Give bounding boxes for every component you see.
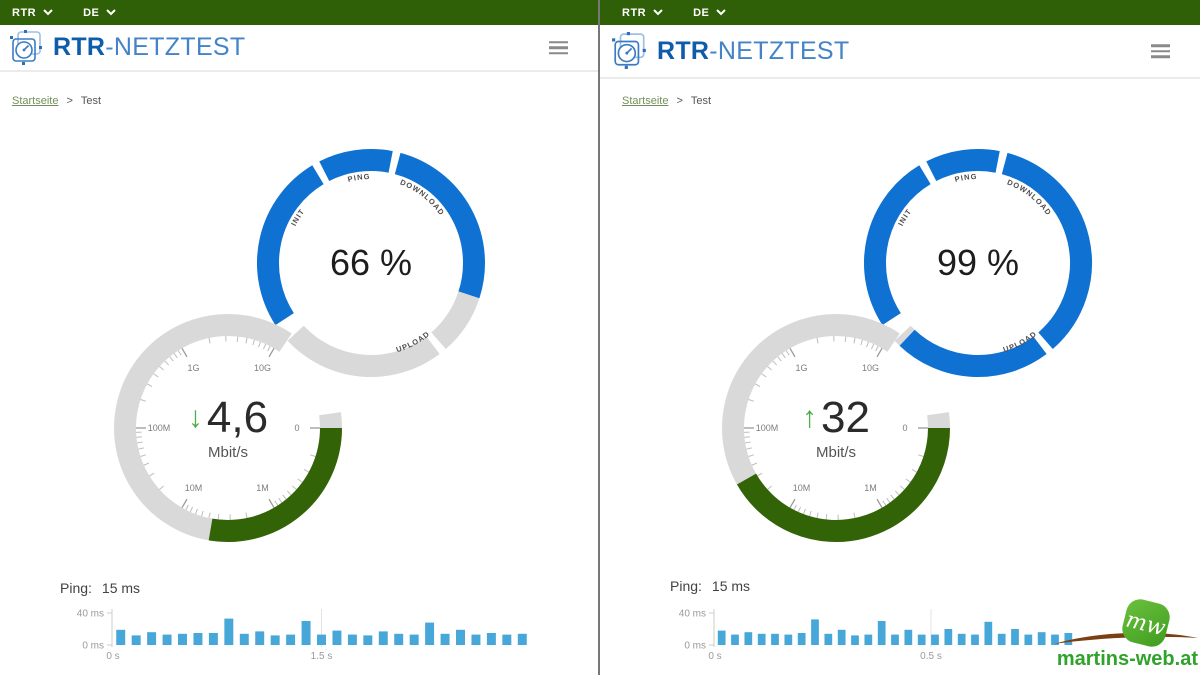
speed-unit: Mbit/s <box>207 444 248 461</box>
logo-text: RTR-NETZTEST <box>657 36 850 65</box>
svg-text:INIT: INIT <box>289 207 306 228</box>
speed-value: 32 <box>821 393 870 442</box>
ping-label: Ping: <box>670 578 702 594</box>
svg-text:1G: 1G <box>187 363 199 373</box>
ping-readout: Ping: 15 ms <box>670 578 750 594</box>
speed-readout: ↓ 4,6 Mbit/s <box>118 392 338 461</box>
watermark-logo: mw <box>1054 599 1198 647</box>
nav-region-dropdown[interactable]: RTR <box>622 7 663 19</box>
svg-text:1.5 s: 1.5 s <box>311 651 333 662</box>
svg-text:UPLOAD: UPLOAD <box>1002 329 1039 354</box>
nav-language-dropdown[interactable]: DE <box>83 6 117 19</box>
chevron-down-icon <box>716 9 727 16</box>
watermark-monogram-badge: mw <box>1122 599 1170 647</box>
nav-region-label: RTR <box>622 6 647 19</box>
speed-value: 4,6 <box>206 393 269 442</box>
site-header: RTR-NETZTEST <box>600 25 1200 79</box>
svg-text:1M: 1M <box>256 483 269 493</box>
rtr-netztest-logo[interactable]: RTR-NETZTEST <box>10 29 246 66</box>
ping-label: Ping: <box>60 580 92 596</box>
progress-percent: 99 % <box>936 242 1020 283</box>
top-navbar: RTR DE <box>600 0 1200 25</box>
breadcrumb-home-link[interactable]: Startseite <box>622 95 669 107</box>
menu-button[interactable] <box>1151 44 1170 58</box>
speed-unit: Mbit/s <box>815 444 856 461</box>
svg-text:DOWNLOAD: DOWNLOAD <box>1006 177 1054 217</box>
logo-text: RTR-NETZTEST <box>53 33 246 61</box>
svg-text:40 ms: 40 ms <box>679 609 706 620</box>
breadcrumb-current: Test <box>80 95 102 107</box>
nav-region-label: RTR <box>12 6 37 19</box>
chevron-down-icon <box>43 9 53 16</box>
watermark-text: martins-web.at <box>1056 648 1198 670</box>
test-panel-right: RTR DE RTR-NETZTEST Startseite <box>600 0 1200 675</box>
menu-button[interactable] <box>549 40 568 55</box>
breadcrumb-separator: > <box>66 95 73 107</box>
martins-web-watermark: mw martins-web.at <box>1050 597 1200 675</box>
svg-text:10M: 10M <box>793 483 811 493</box>
chevron-down-icon <box>653 9 663 16</box>
nav-language-label: DE <box>693 6 710 19</box>
svg-text:PING: PING <box>347 172 371 184</box>
breadcrumb: Startseite > Test <box>12 95 101 107</box>
svg-text:1M: 1M <box>864 483 877 493</box>
upload-arrow-icon: ↑ <box>802 401 818 434</box>
speed-readout: ↑ 32 Mbit/s <box>726 392 946 461</box>
breadcrumb-home-link[interactable]: Startseite <box>12 95 59 107</box>
svg-text:1G: 1G <box>795 363 807 373</box>
nav-language-label: DE <box>83 6 100 19</box>
gauge-logo-icon <box>612 32 646 69</box>
breadcrumb-current: Test <box>690 95 712 107</box>
test-panel-left: RTR DE RTR-NETZTEST Startseite <box>0 0 598 675</box>
svg-text:40 ms: 40 ms <box>77 609 104 620</box>
site-header: RTR-NETZTEST <box>0 25 598 72</box>
ping-value: 15 ms <box>711 578 751 594</box>
svg-text:10M: 10M <box>185 483 203 493</box>
svg-text:DOWNLOAD: DOWNLOAD <box>399 177 447 217</box>
download-arrow-icon: ↓ <box>187 401 203 434</box>
nav-language-dropdown[interactable]: DE <box>693 6 727 19</box>
progress-percent: 66 % <box>329 242 413 283</box>
svg-text:0 s: 0 s <box>708 651 721 662</box>
ping-readout: Ping: 15 ms <box>60 580 140 596</box>
breadcrumb: Startseite > Test <box>622 95 711 107</box>
panel-divider <box>598 0 600 675</box>
top-navbar: RTR DE <box>0 0 598 25</box>
chevron-down-icon <box>106 9 117 16</box>
svg-text:10G: 10G <box>862 363 879 373</box>
breadcrumb-separator: > <box>676 95 683 107</box>
svg-text:0.5 s: 0.5 s <box>920 651 942 662</box>
svg-text:0 ms: 0 ms <box>82 641 104 652</box>
gauge-logo-icon <box>10 29 42 65</box>
svg-text:0 s: 0 s <box>106 651 119 662</box>
rtr-netztest-logo[interactable]: RTR-NETZTEST <box>612 32 849 70</box>
nav-region-dropdown[interactable]: RTR <box>12 7 53 19</box>
svg-text:INIT: INIT <box>896 207 913 228</box>
svg-text:0 ms: 0 ms <box>684 641 706 652</box>
ping-value: 15 ms <box>101 580 141 596</box>
svg-text:PING: PING <box>954 172 978 184</box>
svg-text:10G: 10G <box>254 363 271 373</box>
svg-text:UPLOAD: UPLOAD <box>395 329 432 354</box>
